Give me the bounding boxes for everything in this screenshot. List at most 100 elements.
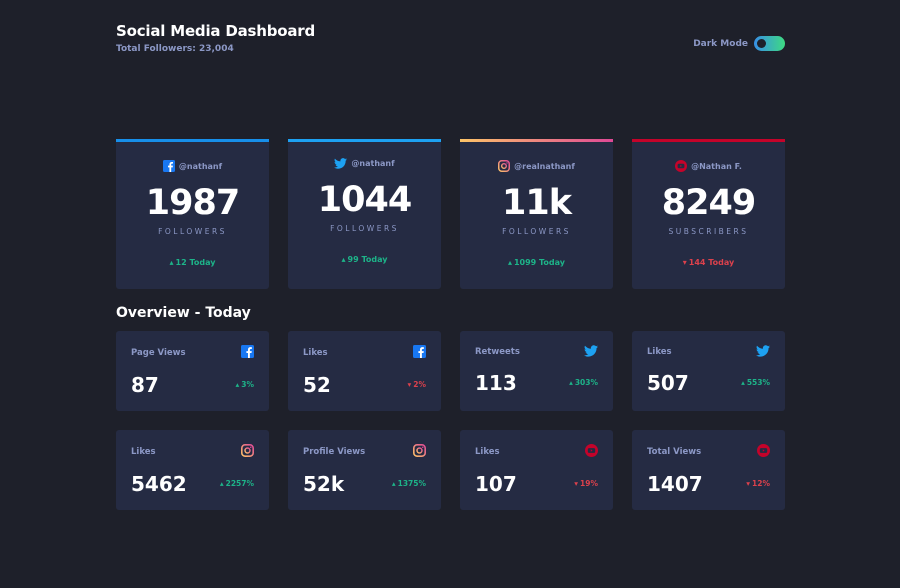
overview-card-twitter-retweets[interactable]: Retweets 113 ▴ 303% xyxy=(460,331,613,411)
facebook-icon xyxy=(241,345,254,358)
up-arrow-icon: ▴ xyxy=(219,479,224,488)
metric-change: ▴ 303% xyxy=(569,378,598,387)
metric-label: Profile Views xyxy=(303,447,366,457)
follower-count: 1044 xyxy=(317,180,412,220)
handle: @nathanf xyxy=(351,159,395,168)
up-arrow-icon: ▴ xyxy=(391,479,396,488)
twitter-icon xyxy=(584,345,598,357)
follower-label: FOLLOWERS xyxy=(330,224,399,233)
card-accent-bar xyxy=(460,139,613,142)
overview-card-youtube-likes[interactable]: Likes 107 ▾ 19% xyxy=(460,430,613,510)
metric-label: Likes xyxy=(475,447,500,457)
overview-card-twitter-likes[interactable]: Likes 507 ▴ 553% xyxy=(632,331,785,411)
follower-count: 8249 xyxy=(661,183,756,223)
overview-card-facebook-likes[interactable]: Likes 52 ▾ 2% xyxy=(288,331,441,411)
overview-card-instagram-likes[interactable]: Likes 5462 ▴ 2257% xyxy=(116,430,269,510)
metric-value: 52k xyxy=(303,472,345,496)
youtube-icon xyxy=(757,444,770,457)
metric-change-text: 2% xyxy=(413,380,426,389)
down-arrow-icon: ▾ xyxy=(746,479,751,488)
up-arrow-icon: ▴ xyxy=(569,378,573,387)
overview-title: Overview - Today xyxy=(116,305,251,321)
metric-change-text: 1375% xyxy=(397,479,426,488)
facebook-icon xyxy=(162,160,175,172)
handle: @Nathan F. xyxy=(691,161,742,171)
up-arrow-icon: ▴ xyxy=(741,378,745,387)
metric-change: ▴ 2257% xyxy=(220,479,254,488)
overview-card-youtube-total-views[interactable]: Total Views 1407 ▾ 12% xyxy=(632,430,785,510)
follower-card-instagram[interactable]: @realnathanf 11k FOLLOWERS ▴ 1099 Today xyxy=(460,139,613,289)
metric-change: ▴ 3% xyxy=(236,380,255,389)
metric-change: ▾ 19% xyxy=(574,479,598,488)
follower-card-youtube[interactable]: @Nathan F. 8249 SUBSCRIBERS ▾ 144 Today xyxy=(632,139,785,289)
up-arrow-icon: ▴ xyxy=(235,380,240,389)
handle-row: @Nathan F. xyxy=(675,160,742,172)
metric-change-text: 19% xyxy=(580,479,598,488)
metric-value: 5462 xyxy=(131,472,187,496)
overview-card-facebook-page-views[interactable]: Page Views 87 ▴ 3% xyxy=(116,331,269,411)
today-change-text: 99 Today xyxy=(347,255,388,264)
metric-label: Likes xyxy=(131,447,156,457)
follower-label: FOLLOWERS xyxy=(158,227,227,236)
metric-value: 113 xyxy=(475,371,517,395)
youtube-icon xyxy=(585,444,598,457)
metric-change-text: 553% xyxy=(746,378,770,387)
card-accent-bar xyxy=(288,139,441,142)
twitter-icon xyxy=(756,345,770,357)
up-arrow-icon: ▴ xyxy=(507,258,512,267)
instagram-icon xyxy=(413,444,426,457)
facebook-icon xyxy=(413,345,426,358)
today-change: ▴ 1099 Today xyxy=(508,258,565,267)
up-arrow-icon: ▴ xyxy=(169,258,174,267)
total-followers: Total Followers: 23,004 xyxy=(116,44,234,54)
follower-count: 11k xyxy=(502,183,572,223)
card-accent-bar xyxy=(116,139,269,142)
toggle-knob xyxy=(757,39,766,48)
page-title: Social Media Dashboard xyxy=(116,22,316,40)
twitter-icon xyxy=(334,158,348,169)
dark-mode-label: Dark Mode xyxy=(693,38,748,49)
metric-label: Likes xyxy=(647,347,672,357)
today-change: ▴ 12 Today xyxy=(170,258,216,267)
follower-card-twitter[interactable]: @nathanf 1044 FOLLOWERS ▴ 99 Today xyxy=(288,139,441,289)
today-change-text: 1099 Today xyxy=(513,258,566,267)
handle: @realnathanf xyxy=(514,161,575,171)
follower-card-facebook[interactable]: @nathanf 1987 FOLLOWERS ▴ 12 Today xyxy=(116,139,269,289)
down-arrow-icon: ▾ xyxy=(407,380,412,389)
metric-label: Total Views xyxy=(647,447,702,457)
metric-label: Likes xyxy=(303,348,328,358)
metric-change: ▾ 2% xyxy=(408,380,427,389)
metric-value: 52 xyxy=(303,373,331,397)
overview-card-instagram-profile-views[interactable]: Profile Views 52k ▴ 1375% xyxy=(288,430,441,510)
youtube-icon xyxy=(675,160,688,172)
today-change: ▴ 99 Today xyxy=(342,255,388,264)
handle-row: @nathanf xyxy=(334,158,395,169)
metric-change-text: 3% xyxy=(241,380,254,389)
metric-change-text: 303% xyxy=(574,378,598,387)
today-change-text: 144 Today xyxy=(688,258,735,267)
card-accent-bar xyxy=(632,139,785,142)
metric-value: 1407 xyxy=(647,472,703,496)
dark-mode-toggle[interactable] xyxy=(754,36,785,51)
metric-change: ▴ 553% xyxy=(741,378,770,387)
handle: @nathanf xyxy=(178,161,223,171)
header: Social Media Dashboard Total Followers: … xyxy=(116,22,315,54)
dark-mode-toggle-group: Dark Mode xyxy=(693,36,785,51)
metric-value: 507 xyxy=(647,371,689,395)
handle-row: @nathanf xyxy=(162,160,223,172)
metric-label: Page Views xyxy=(131,348,186,358)
instagram-icon xyxy=(241,444,254,457)
metric-change: ▴ 1375% xyxy=(392,479,426,488)
instagram-icon xyxy=(498,160,511,172)
metric-value: 87 xyxy=(131,373,159,397)
follower-label: FOLLOWERS xyxy=(502,227,571,236)
metric-label: Retweets xyxy=(475,347,520,357)
metric-change-text: 2257% xyxy=(225,479,254,488)
down-arrow-icon: ▾ xyxy=(574,479,579,488)
today-change-text: 12 Today xyxy=(175,258,216,267)
follower-count: 1987 xyxy=(145,183,240,223)
metric-change: ▾ 12% xyxy=(746,479,770,488)
metric-value: 107 xyxy=(475,472,517,496)
today-change: ▾ 144 Today xyxy=(683,258,734,267)
up-arrow-icon: ▴ xyxy=(341,255,346,264)
